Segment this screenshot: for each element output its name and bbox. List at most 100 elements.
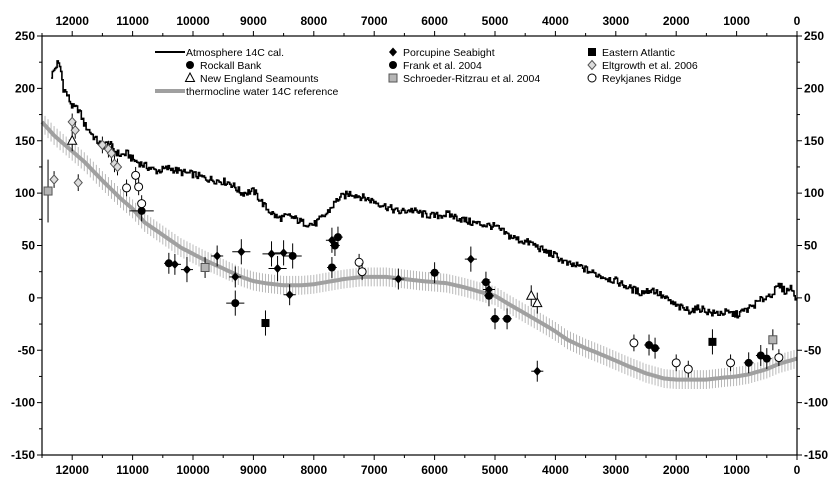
series-points [43,113,784,382]
y-tick-label-left: -100 [11,396,35,410]
data-point [122,183,132,193]
x-tick-label-top: 9000 [240,14,267,28]
x-tick-label-top: 11000 [116,14,149,28]
x-tick-label-top: 6000 [421,14,448,28]
data-point [774,353,784,363]
x-tick-label-bottom: 8000 [300,463,327,477]
x-tick-label-bottom: 5000 [482,463,509,477]
data-point [231,272,240,282]
data-point [327,235,336,245]
legend-swatch-marker [389,47,397,57]
data-point [170,259,179,269]
data-point [357,267,367,277]
data-point [762,354,771,363]
x-tick-label-top: 0 [794,14,801,28]
x-tick-label-bottom: 4000 [542,463,569,477]
legend-swatch-marker [389,61,397,69]
data-point [756,351,765,360]
legend-swatch-marker [587,73,597,83]
data-point [671,358,681,368]
x-tick-label-top: 2000 [663,14,690,28]
y-tick-label-right: 250 [804,29,824,43]
x-tick-label-top: 7000 [361,14,388,28]
legend-swatch-marker [588,48,596,56]
data-point [645,341,654,350]
y-tick-label-left: 150 [15,134,35,148]
data-point [43,186,53,196]
data-point [430,268,439,277]
data-point [267,249,276,259]
legend-label: Porcupine Seabight [403,47,495,59]
data-point [261,319,270,328]
x-tick-label-bottom: 7000 [361,463,388,477]
data-point [231,299,240,308]
y-tick-label-right: 50 [804,239,818,253]
x-tick-label-bottom: 12000 [56,463,90,477]
thermocline-reference-line [40,120,798,382]
y-tick-label-right: -100 [804,396,828,410]
data-point [213,251,222,261]
data-point [354,257,364,267]
data-point [134,182,144,192]
data-point [503,314,512,323]
y-tick-label-right: 200 [804,81,824,95]
data-point [394,274,403,284]
legend-label: Eltgrowth et al. 2006 [602,60,698,72]
data-point [768,335,778,345]
data-point [466,254,475,264]
data-point [683,364,693,374]
x-tick-label-top: 5000 [482,14,509,28]
data-point [70,125,80,136]
data-point [629,338,639,348]
y-tick-label-right: -50 [804,343,822,357]
data-point [279,248,288,258]
data-point [491,314,499,323]
data-point [327,263,336,272]
data-point [481,278,490,287]
y-tick-label-left: -150 [11,448,35,462]
atmosphere-14c-line [51,60,798,319]
y-tick-label-right: 150 [804,134,824,148]
data-point [182,265,191,275]
y-tick-label-left: 50 [22,239,36,253]
data-point [726,358,736,368]
x-tick-label-bottom: 11000 [116,463,149,477]
x-tick-label-bottom: 9000 [240,463,267,477]
data-point [106,148,117,159]
x-tick-label-bottom: 10000 [176,463,210,477]
data-point [744,358,753,367]
y-tick-label-left: -50 [18,343,36,357]
data-point [66,134,78,145]
x-tick-label-top: 10000 [176,14,210,28]
series-lines [40,60,798,382]
legend-label: Frank et al. 2004 [403,60,482,72]
legend-swatch-marker [186,61,194,69]
data-point [531,297,543,308]
thermocline-error-band [41,112,798,390]
data-point [533,366,542,376]
x-tick-label-bottom: 2000 [663,463,690,477]
data-point [651,344,660,353]
data-point [285,290,294,300]
x-tick-label-top: 8000 [300,14,327,28]
x-tick-label-bottom: 6000 [421,463,448,477]
data-point [273,264,282,274]
plot-frame-rect [41,35,798,456]
legend-label: Schroeder-Ritzrau et al. 2004 [403,73,540,85]
data-point [333,233,342,242]
data-point [484,284,493,294]
data-point [73,177,83,188]
legend-swatch-marker [388,73,398,83]
x-tick-label-top: 4000 [542,14,569,28]
data-point [112,161,123,173]
y-tick-label-left: 100 [15,186,35,200]
y-tick-label-right: 0 [804,291,811,305]
legend-label: Eastern Atlantic [602,47,675,59]
x-tick-label-top: 3000 [602,14,629,28]
data-point [131,170,141,180]
legend-label: Rockall Bank [200,60,262,72]
legend-label: New England Seamounts [200,73,319,85]
